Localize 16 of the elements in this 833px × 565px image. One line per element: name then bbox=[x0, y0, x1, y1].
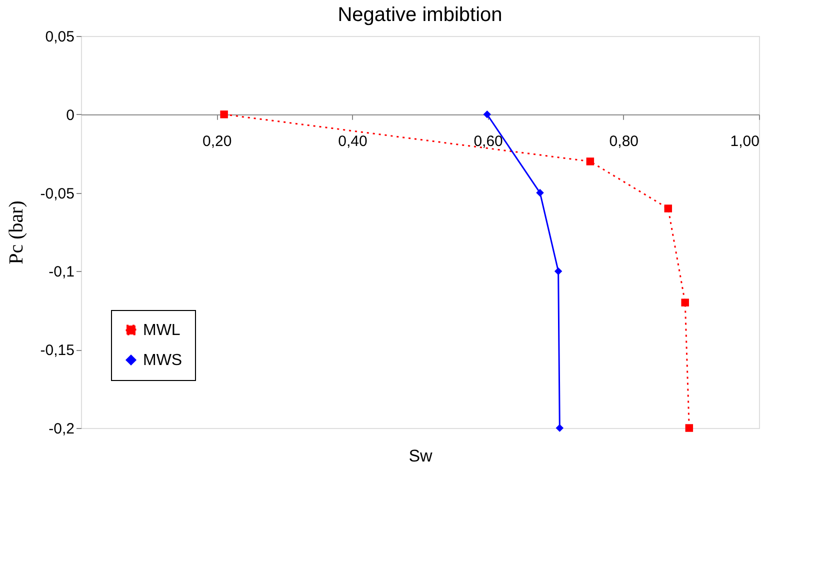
y-tick-label: -0,2 bbox=[48, 420, 74, 438]
legend-label: MWL bbox=[143, 322, 180, 339]
x-axis-title: Sw bbox=[408, 446, 434, 466]
y-tick-label: -0,15 bbox=[40, 342, 74, 360]
x-tick-label: 0,40 bbox=[338, 132, 368, 150]
y-tick-label: -0,05 bbox=[40, 185, 74, 202]
y-tick-label: 0 bbox=[66, 106, 74, 124]
x-tick-label: 1,00 bbox=[730, 132, 760, 150]
x-tick-label: 0,20 bbox=[202, 132, 232, 150]
x-tick-label: 0,80 bbox=[609, 132, 638, 150]
chart-title: Negative imbibtion bbox=[338, 4, 502, 26]
x-tick-label: 0,60 bbox=[474, 132, 503, 150]
y-tick-label: -0,1 bbox=[48, 264, 74, 281]
y-axis-title: Pc (bar) bbox=[5, 200, 28, 264]
legend-label: MWS bbox=[143, 352, 182, 369]
y-tick-label: 0,05 bbox=[45, 28, 74, 46]
